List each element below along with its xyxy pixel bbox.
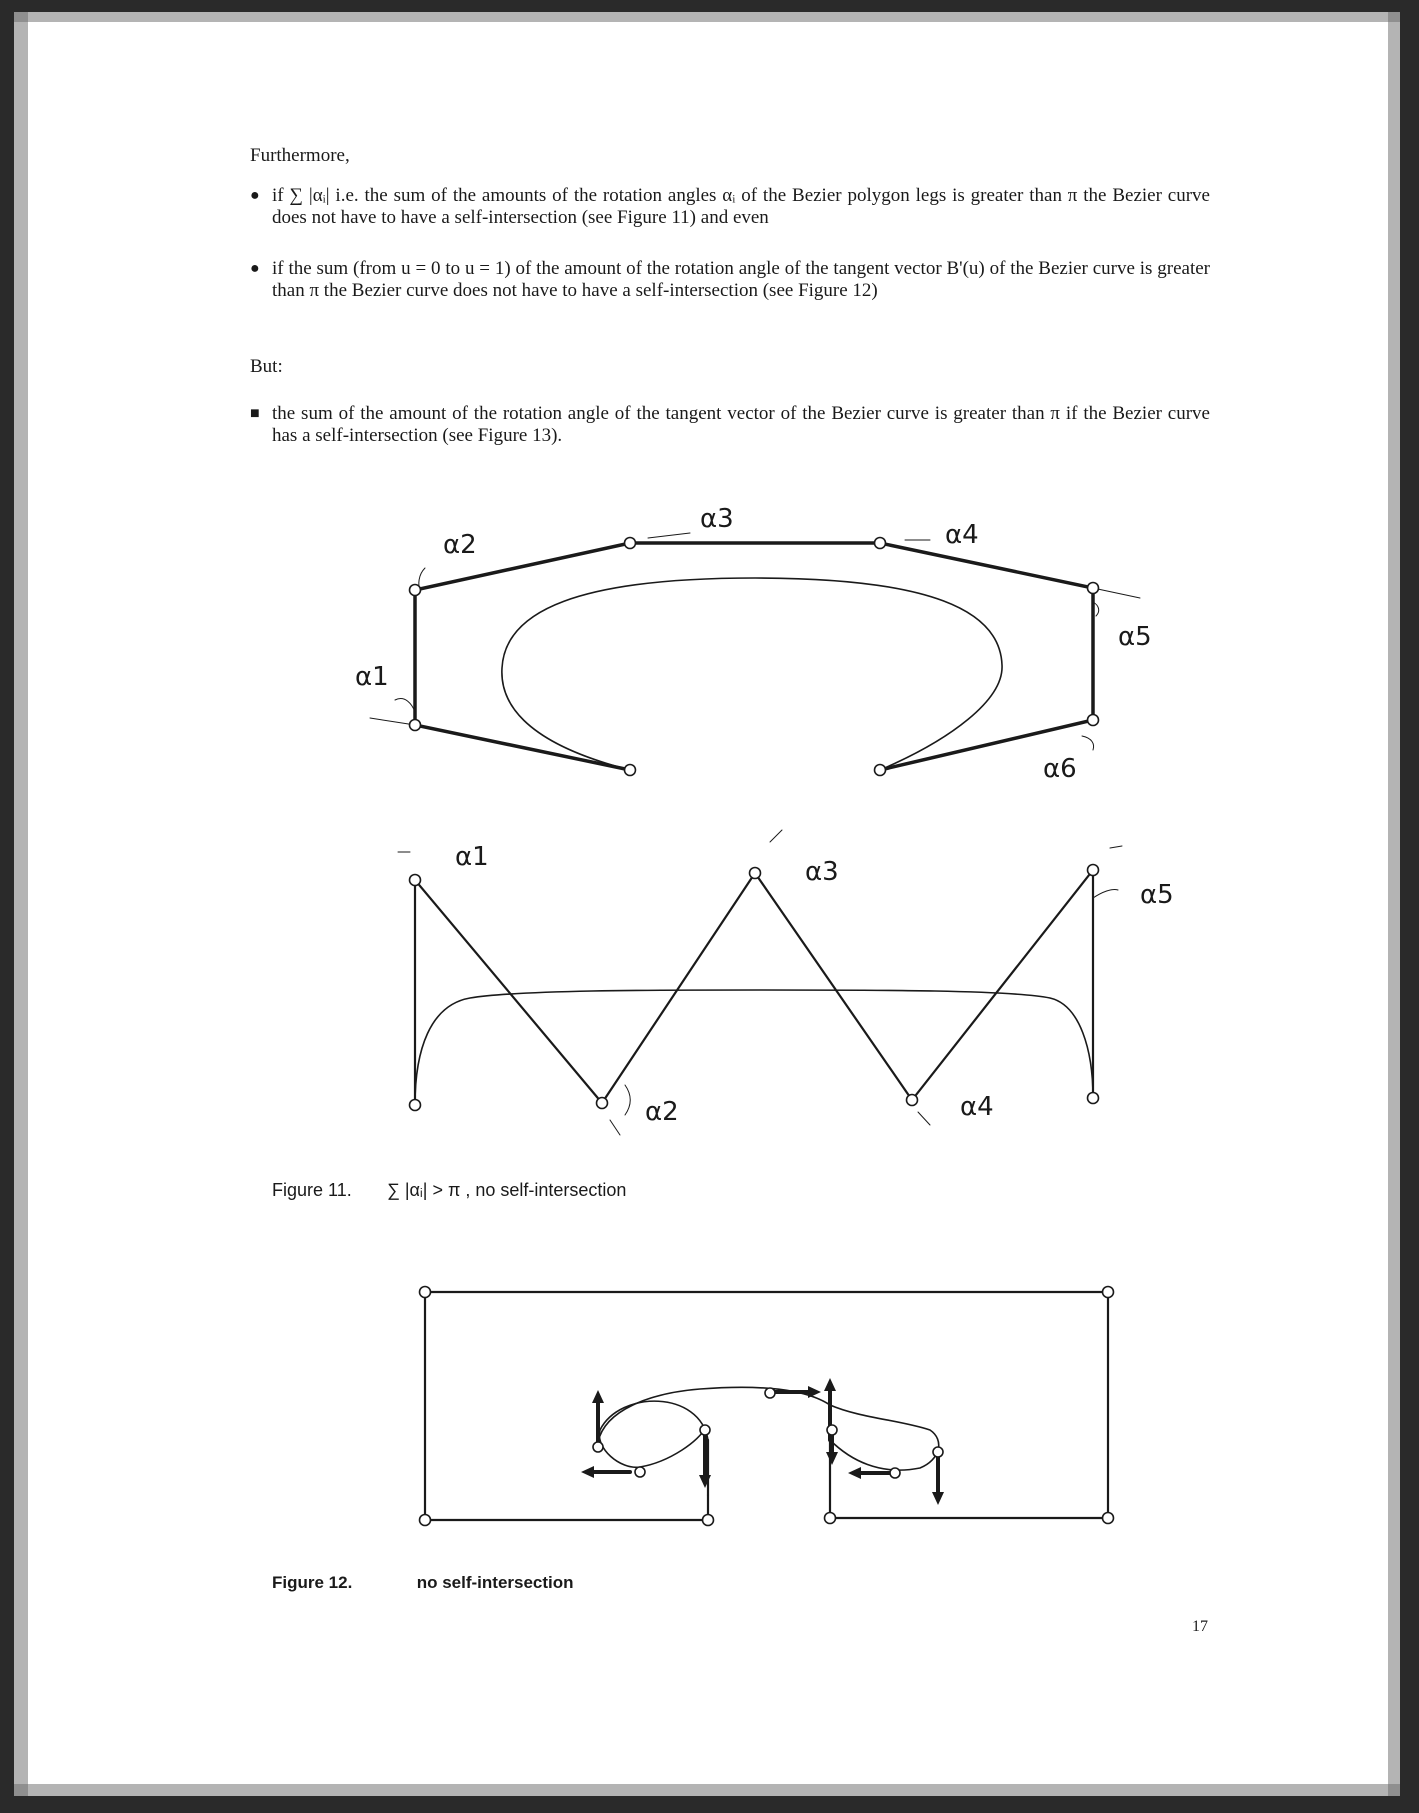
fig11-top-alpha6-label: α6 (1043, 754, 1077, 784)
page-number: 17 (1192, 1618, 1208, 1635)
fig11-top-alpha1-label: α1 (355, 662, 389, 692)
figure11-bottom-points (408, 863, 1100, 1112)
figure12-caption: Figure 12. no self-intersection (272, 1573, 574, 1593)
fig11-bottom-alpha2-label: α2 (645, 1097, 679, 1127)
figure12-polygon (423, 1290, 1110, 1522)
bullet-item-3: ■ the sum of the amount of the rotation … (250, 403, 1210, 447)
fig11-top-alpha3-label: α3 (700, 504, 734, 534)
intro-text: Furthermore, (250, 145, 350, 166)
fig11-bottom-alpha1-label: α1 (455, 842, 489, 872)
bullet-marker: ● (250, 187, 260, 204)
bullet-item-2: ● if the sum (from u = 0 to u = 1) of th… (250, 258, 1210, 302)
figure11-top-points (408, 536, 1100, 777)
fig11-top-alpha4-label: α4 (945, 520, 979, 550)
bullet-marker: ● (250, 260, 260, 277)
bullet-text: the sum of the amount of the rotation an… (272, 403, 1210, 446)
bullet-marker: ■ (250, 405, 260, 422)
figure11-top-polygon (369, 532, 1141, 772)
bullet-item-1: ● if ∑ |αᵢ| i.e. the sum of the amounts … (250, 185, 1210, 229)
bullet-text: if ∑ |αᵢ| i.e. the sum of the amounts of… (272, 185, 1210, 228)
fig11-bottom-alpha4-label: α4 (960, 1092, 994, 1122)
figure11-caption-number: Figure 11. (272, 1180, 352, 1200)
fig11-top-alpha2-label: α2 (443, 530, 477, 560)
but-text: But: (250, 356, 283, 377)
fig11-bottom-alpha3-label: α3 (805, 857, 839, 887)
figure11-caption-text: ∑ |αᵢ| > π , no self-intersection (387, 1180, 627, 1200)
figure12-points (418, 1285, 1115, 1527)
figure12-arrows (581, 1378, 944, 1505)
figure11-caption: Figure 11. ∑ |αᵢ| > π , no self-intersec… (272, 1180, 626, 1201)
figure12-caption-text: no self-intersection (416, 1573, 574, 1592)
figure12-caption-number: Figure 12. (272, 1573, 353, 1592)
bullet-text: if the sum (from u = 0 to u = 1) of the … (272, 258, 1210, 301)
fig11-top-alpha5-label: α5 (1118, 622, 1152, 652)
fig11-bottom-alpha5-label: α5 (1140, 880, 1174, 910)
